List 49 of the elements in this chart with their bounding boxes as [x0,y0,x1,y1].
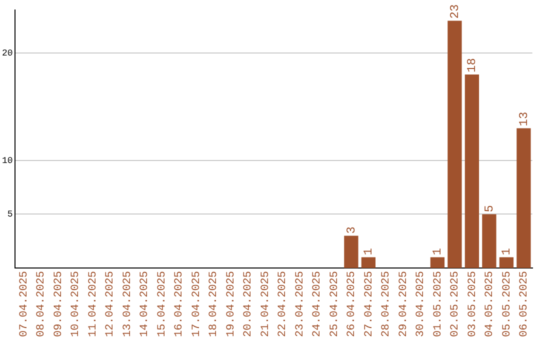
bar [499,257,514,268]
x-tick-label: 03.05.2025 [466,270,479,338]
x-tick-label: 04.05.2025 [484,270,496,338]
bar [516,128,531,268]
data-label: 3 [344,226,358,234]
y-tick-label: 5 [7,210,13,220]
data-label: 18 [465,58,480,72]
x-tick-label: 07.04.2025 [18,270,30,338]
bar [482,214,496,268]
bar [344,236,358,268]
data-label: 1 [500,248,514,256]
x-tick-label: 13.04.2025 [122,270,134,338]
x-tick-label: 23.04.2025 [294,270,306,338]
data-label: 1 [362,248,376,256]
x-tick-label: 10.04.2025 [70,270,82,338]
data-label: 5 [482,205,496,212]
data-label: 1 [430,248,445,256]
y-tick-label: 20 [2,48,13,58]
x-tick-label: 14.04.2025 [139,270,152,338]
x-tick-label: 16.04.2025 [174,270,186,338]
x-tick-label: 06.05.2025 [518,270,531,338]
x-tick-label: 29.04.2025 [398,270,410,338]
x-tick-label: 27.04.2025 [363,270,376,338]
x-tick-label: 15.04.2025 [156,270,168,338]
x-tick-label: 02.05.2025 [450,270,462,338]
x-tick-label: 21.04.2025 [260,270,272,338]
x-tick-label: 28.04.2025 [380,270,393,338]
x-tick-label: 22.04.2025 [277,270,290,338]
x-tick-label: 19.04.2025 [225,270,238,338]
x-tick-label: 11.04.2025 [87,270,100,338]
data-label: 13 [516,112,531,126]
data-label: 23 [448,4,462,19]
x-tick-label: 26.04.2025 [346,270,358,338]
bar [448,20,462,268]
x-tick-label: 20.04.2025 [242,270,255,338]
x-tick-label: 17.04.2025 [190,270,203,338]
x-tick-label: 01.05.2025 [432,270,444,338]
x-tick-label: 05.05.2025 [501,270,514,338]
x-tick-label: 30.04.2025 [415,270,428,338]
x-tick-label: 24.04.2025 [312,270,324,338]
x-tick-label: 18.04.2025 [208,270,220,338]
y-tick-label: 10 [2,156,13,166]
x-tick-label: 08.04.2025 [36,270,48,338]
x-tick-label: 12.04.2025 [104,270,117,338]
bar [361,257,376,268]
bar [430,257,445,268]
x-tick-label: 25.04.2025 [328,270,341,338]
bar [464,74,480,268]
x-tick-label: 09.04.2025 [52,270,65,338]
